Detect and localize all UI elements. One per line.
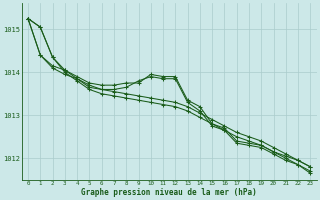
X-axis label: Graphe pression niveau de la mer (hPa): Graphe pression niveau de la mer (hPa) — [81, 188, 257, 197]
